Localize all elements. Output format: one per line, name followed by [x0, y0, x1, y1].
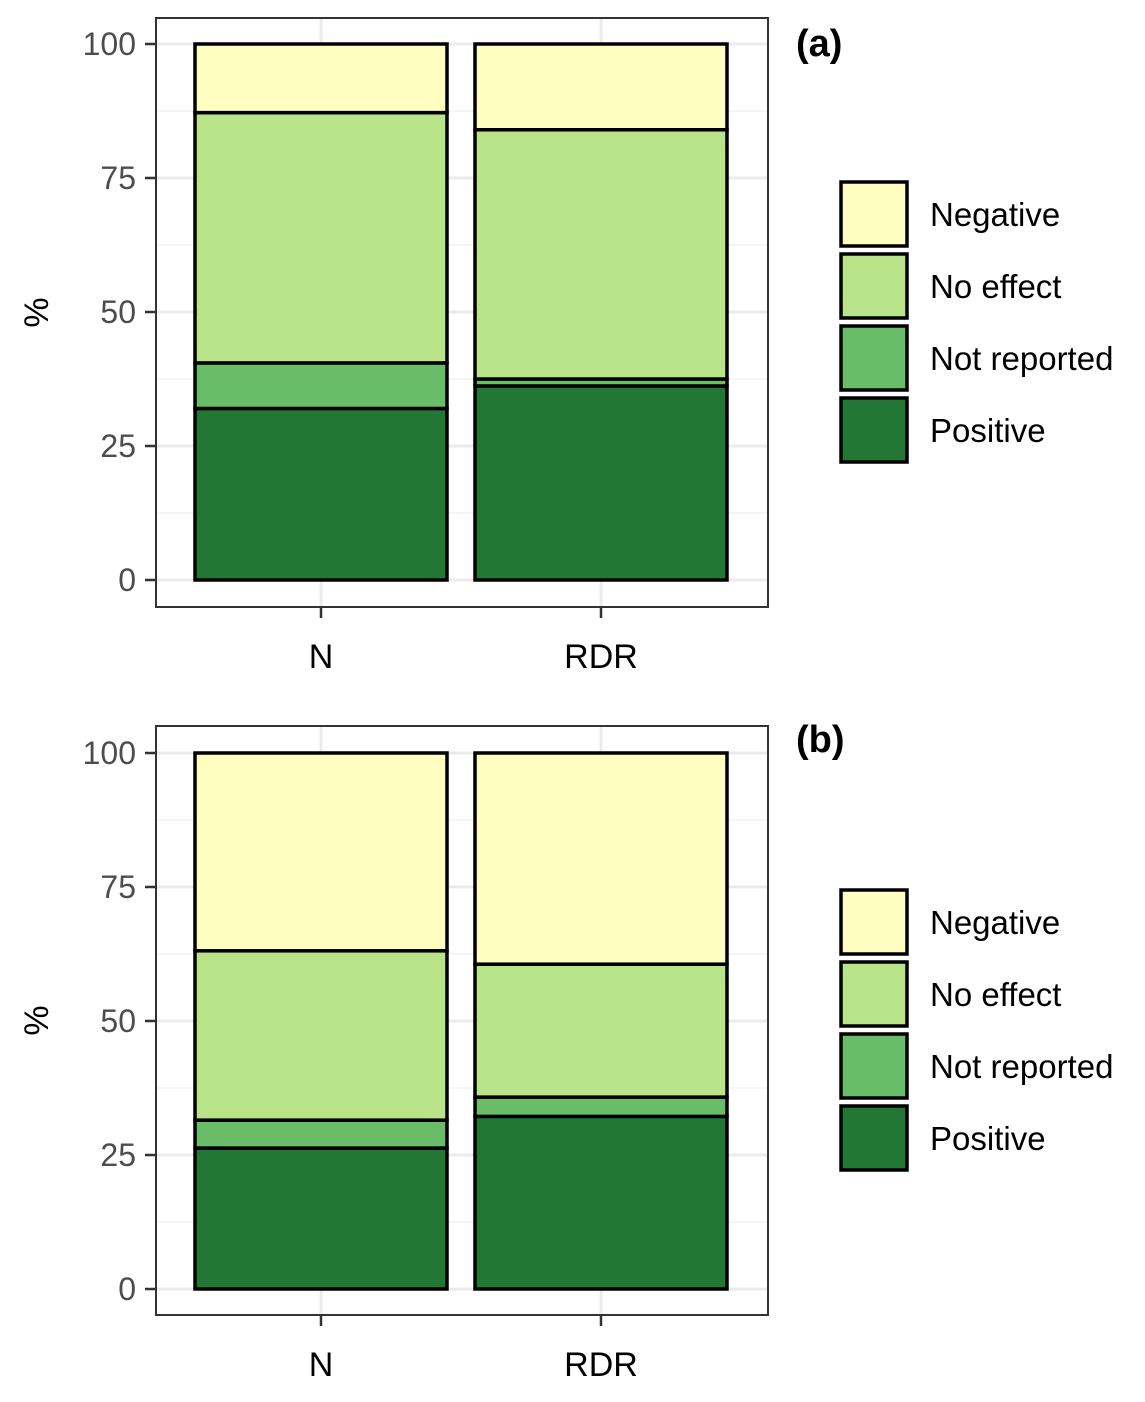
- legend-key-negative[interactable]: [839, 888, 909, 956]
- legend-label: Not reported: [930, 1048, 1113, 1085]
- legend-label: Positive: [930, 412, 1046, 449]
- bar-segment-no-effect[interactable]: [473, 962, 729, 1099]
- y-tick-label: 50: [100, 1003, 136, 1039]
- y-tick-label: 75: [100, 869, 136, 905]
- legend-key-positive[interactable]: [839, 396, 909, 464]
- bar-segment-positive[interactable]: [473, 1114, 729, 1291]
- y-tick-label: 100: [83, 26, 136, 62]
- legend-label: No effect: [930, 976, 1061, 1013]
- bar-segment-no-effect[interactable]: [193, 110, 449, 365]
- y-tick-label: 0: [118, 562, 136, 598]
- bar-segment-positive[interactable]: [193, 1146, 449, 1291]
- bar-segment-negative[interactable]: [193, 751, 449, 953]
- bar-segment-negative[interactable]: [193, 42, 449, 115]
- legend-key-positive[interactable]: [839, 1104, 909, 1172]
- bar-segment-no-effect[interactable]: [193, 949, 449, 1122]
- y-axis-label: %: [18, 1005, 56, 1035]
- y-tick-label: 0: [118, 1271, 136, 1307]
- legend-label: No effect: [930, 268, 1061, 305]
- y-tick-label: 25: [100, 428, 136, 464]
- x-tick-label: N: [309, 1346, 334, 1384]
- y-tick-label: 75: [100, 160, 136, 196]
- y-tick-label: 100: [83, 735, 136, 771]
- legend-label: Not reported: [930, 340, 1113, 377]
- legend-key-no-effect[interactable]: [839, 252, 909, 320]
- bar-segment-negative[interactable]: [473, 751, 729, 966]
- legend-label: Positive: [930, 1120, 1046, 1157]
- panel-tag: (b): [796, 719, 845, 761]
- bar-segment-no-effect[interactable]: [473, 128, 729, 381]
- legend-key-not-reported[interactable]: [839, 324, 909, 392]
- bar-segment-negative[interactable]: [473, 42, 729, 132]
- x-tick-label: RDR: [564, 1346, 638, 1384]
- bar-segment-not-reported[interactable]: [193, 361, 449, 411]
- panel-tag: (a): [796, 23, 842, 65]
- legend-label: Negative: [930, 196, 1060, 233]
- y-axis-label: %: [18, 297, 56, 327]
- legend-label: Negative: [930, 904, 1060, 941]
- bar-segment-not-reported[interactable]: [473, 1095, 729, 1119]
- bar-segment-positive[interactable]: [473, 384, 729, 582]
- x-tick-label: RDR: [564, 638, 638, 676]
- legend-key-not-reported[interactable]: [839, 1032, 909, 1100]
- y-tick-label: 25: [100, 1137, 136, 1173]
- y-tick-label: 50: [100, 294, 136, 330]
- bar-segment-not-reported[interactable]: [193, 1118, 449, 1150]
- x-tick-label: N: [309, 638, 334, 676]
- bar-segment-positive[interactable]: [193, 406, 449, 582]
- legend-key-no-effect[interactable]: [839, 960, 909, 1028]
- legend-key-negative[interactable]: [839, 180, 909, 248]
